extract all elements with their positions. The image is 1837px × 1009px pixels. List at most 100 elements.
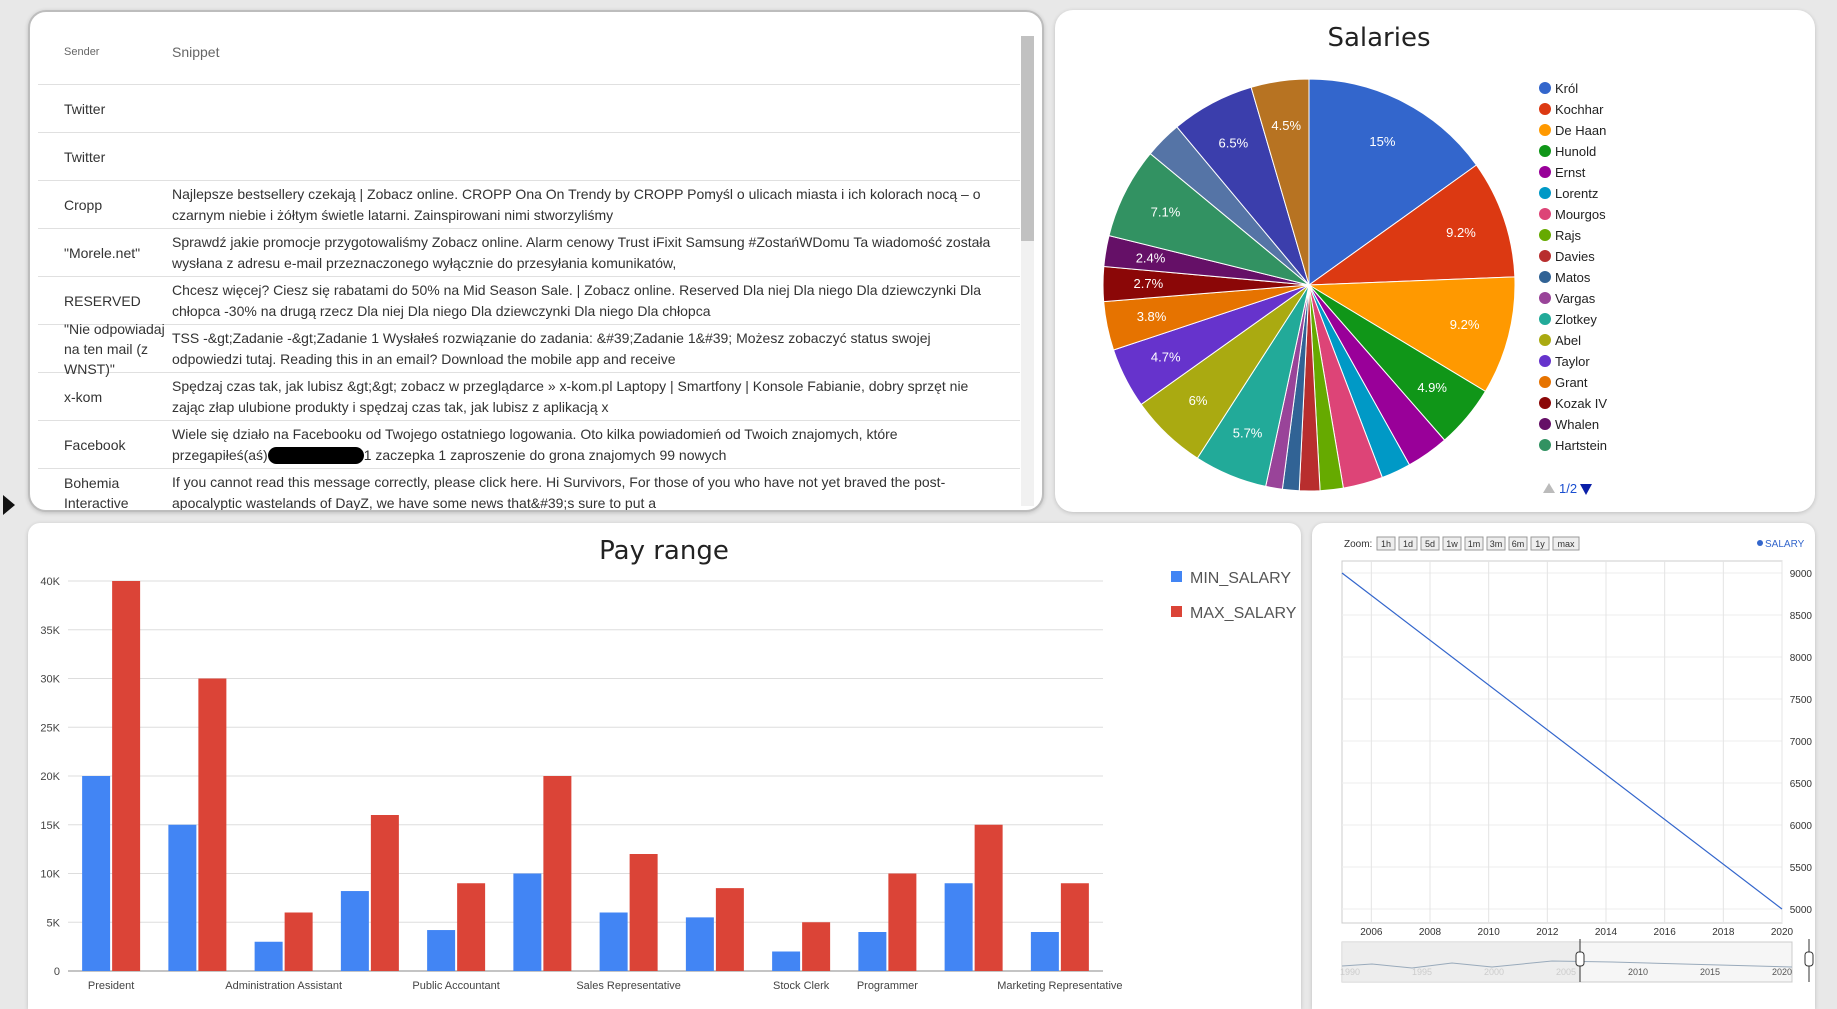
legend-label[interactable]: Kochhar — [1555, 102, 1604, 117]
chart-title: Salaries — [1327, 23, 1430, 53]
legend-label[interactable]: Rajs — [1555, 228, 1582, 243]
table-row[interactable]: Twitter — [38, 84, 1020, 132]
legend-swatch — [1539, 292, 1551, 304]
legend-label[interactable]: De Haan — [1555, 123, 1606, 138]
slice-label: 6.5% — [1219, 135, 1249, 150]
legend-label[interactable]: Taylor — [1555, 354, 1590, 369]
bar-max-salary[interactable] — [370, 815, 399, 971]
legend-swatch — [1539, 208, 1551, 220]
pager-next-icon[interactable] — [1580, 484, 1592, 495]
table-row[interactable]: Twitter — [38, 132, 1020, 180]
legend-label[interactable]: Król — [1555, 81, 1578, 96]
pie-slice[interactable] — [1250, 78, 1310, 286]
bar-min-salary[interactable] — [427, 930, 456, 971]
bar-min-salary[interactable] — [513, 873, 542, 972]
pie-slice[interactable] — [1308, 78, 1478, 286]
legend-label[interactable]: Hunold — [1555, 144, 1596, 159]
legend-label[interactable]: Grant — [1555, 375, 1588, 390]
bar-min-salary[interactable] — [685, 917, 714, 971]
legend-label[interactable]: Whalen — [1555, 417, 1599, 432]
sender-cell: Facebook — [64, 436, 126, 453]
bar-max-salary[interactable] — [802, 922, 831, 971]
navigator-handle-icon[interactable] — [1575, 951, 1585, 967]
x-tick-label: 2008 — [1419, 927, 1442, 938]
bar-min-salary[interactable] — [599, 912, 628, 972]
salary-line[interactable] — [1341, 572, 1783, 910]
legend-swatch — [1171, 606, 1182, 617]
table-scrollbar[interactable] — [1021, 36, 1034, 506]
zoom-5d-button[interactable] — [1420, 536, 1440, 551]
legend-label[interactable]: Vargas — [1555, 291, 1596, 306]
zoom-max-button[interactable] — [1552, 536, 1580, 551]
bar-min-salary[interactable] — [340, 891, 369, 971]
slice-label: 5.7% — [1233, 425, 1263, 440]
navigator-handle-icon[interactable] — [1804, 951, 1814, 967]
table-row[interactable]: Facebook Wiele się działo na Facebooku o… — [38, 420, 1020, 468]
zoom-button-label: max — [1557, 539, 1575, 549]
bar-max-salary[interactable] — [198, 678, 227, 972]
table-row[interactable]: "Nie odpowiadaj na ten mail (z WNST)" TS… — [38, 321, 1020, 377]
legend-label[interactable]: MIN_SALARY — [1190, 570, 1291, 587]
zoom-1w-button[interactable] — [1442, 536, 1462, 551]
x-tick-label: 2016 — [1654, 927, 1677, 938]
sender-cell: Cropp — [64, 196, 103, 213]
snippet-header[interactable]: Snippet — [172, 43, 220, 60]
pager-prev-icon[interactable] — [1543, 483, 1555, 493]
x-tick-label: Public Accountant — [412, 980, 499, 992]
legend-label[interactable]: MAX_SALARY — [1190, 605, 1297, 622]
table-row[interactable]: x-kom Spędzaj czas tak, jak lubisz &gt;&… — [38, 372, 1020, 420]
zoom-1h-button[interactable] — [1376, 536, 1396, 551]
legend-label[interactable]: Mourgos — [1555, 207, 1606, 222]
y-tick-label: 7000 — [1790, 737, 1813, 748]
zoom-1d-button[interactable] — [1398, 536, 1418, 551]
y-tick-label: 6000 — [1790, 821, 1813, 832]
legend-swatch — [1539, 166, 1551, 178]
legend-label[interactable]: Abel — [1555, 333, 1581, 348]
bar-max-salary[interactable] — [629, 854, 658, 971]
table-row[interactable]: "Morele.net" Sprawdź jakie promocje przy… — [38, 228, 1020, 276]
x-tick-label: Administration Assistant — [225, 980, 342, 992]
salaries-pie-panel: Salaries 15% 9.2% 9.2% 4.9% 5.7% 6% 4.7% 3.8% 2.… — [1055, 10, 1815, 512]
pie-slice[interactable] — [1307, 164, 1516, 286]
collapse-arrow-icon[interactable] — [3, 495, 15, 515]
bar-max-salary[interactable] — [284, 912, 313, 972]
x-tick-label: 2006 — [1360, 927, 1383, 938]
bar-min-salary[interactable] — [772, 951, 801, 972]
zoom-1m-button[interactable] — [1464, 536, 1484, 551]
bar-min-salary[interactable] — [944, 883, 973, 971]
legend-label[interactable]: Ernst — [1555, 165, 1586, 180]
zoom-1y-button[interactable] — [1530, 536, 1550, 551]
bar-min-salary[interactable] — [254, 941, 283, 971]
legend-label[interactable]: Zlotkey — [1555, 312, 1597, 327]
sender-header[interactable]: Sender — [64, 46, 100, 58]
pie-slice[interactable] — [1307, 276, 1516, 393]
y-tick-label: 8500 — [1790, 611, 1813, 622]
bar-max-salary[interactable] — [974, 824, 1003, 971]
legend-label[interactable]: Kozak IV — [1555, 396, 1607, 411]
legend-label[interactable]: Hartstein — [1555, 438, 1607, 453]
bar-min-salary[interactable] — [858, 932, 887, 971]
scrollbar-thumb[interactable] — [1021, 36, 1034, 241]
legend-label[interactable]: Davies — [1555, 249, 1595, 264]
bar-max-salary[interactable] — [1060, 883, 1089, 971]
table-row[interactable]: Cropp Najlepsze bestsellery czekają | Zo… — [38, 180, 1020, 228]
bar-max-salary[interactable] — [888, 873, 917, 972]
table-row[interactable]: RESERVED Chcesz więcej? Ciesz się rabata… — [38, 276, 1020, 324]
bar-min-salary[interactable] — [168, 824, 197, 971]
bar-max-salary[interactable] — [112, 581, 141, 971]
zoom-3m-button[interactable] — [1486, 536, 1506, 551]
zoom-button-label: 1d — [1403, 539, 1413, 549]
zoom-6m-button[interactable] — [1508, 536, 1528, 551]
x-tick-label: 2012 — [1536, 927, 1559, 938]
bar-min-salary[interactable] — [82, 776, 111, 971]
bar-min-salary[interactable] — [1030, 932, 1059, 971]
table-row[interactable]: Bohemia Interactive If you cannot read t… — [38, 468, 1020, 511]
bar-max-salary[interactable] — [457, 883, 486, 971]
snippet-cell: If you cannot read this message correctl… — [172, 473, 946, 511]
legend-label[interactable]: Lorentz — [1555, 186, 1598, 201]
bar-max-salary[interactable] — [543, 776, 572, 971]
legend-swatch — [1539, 145, 1551, 157]
legend-label[interactable]: Matos — [1555, 270, 1591, 285]
navigator-tick-label: 2010 — [1628, 967, 1648, 977]
bar-max-salary[interactable] — [715, 888, 744, 971]
